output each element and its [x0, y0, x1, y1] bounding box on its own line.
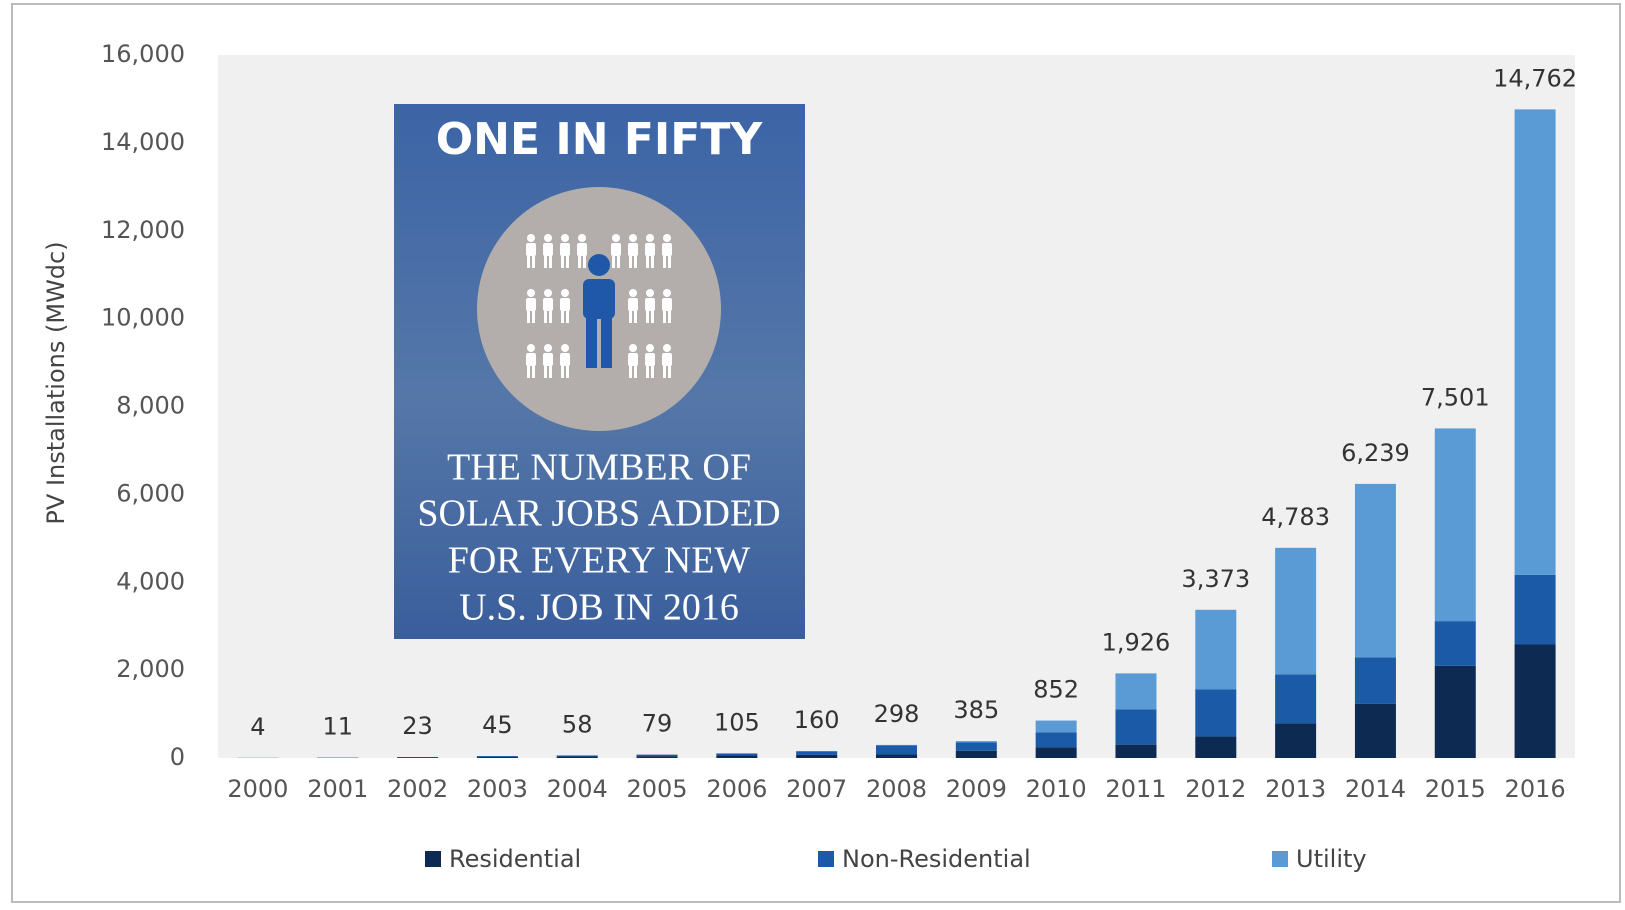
- y-tick-label: 8,000: [116, 392, 185, 420]
- total-label: 58: [562, 710, 593, 738]
- x-tick-label: 2009: [946, 775, 1007, 803]
- x-tick-label: 2007: [786, 775, 847, 803]
- bar-segment: [1515, 575, 1556, 645]
- total-label: 385: [953, 696, 999, 724]
- bar-segment: [477, 756, 518, 757]
- x-tick-label: 2015: [1425, 775, 1486, 803]
- total-label: 4: [250, 713, 265, 741]
- x-tick-label: 2001: [307, 775, 368, 803]
- bar-segment: [637, 756, 678, 758]
- bar-segment: [1435, 621, 1476, 666]
- total-label: 105: [714, 708, 760, 736]
- total-label: 852: [1033, 676, 1079, 704]
- infographic-line: U.S. JOB IN 2016: [459, 587, 739, 629]
- total-label: 79: [642, 710, 673, 738]
- bar-segment: [1036, 747, 1077, 758]
- bar-segment: [1515, 109, 1556, 574]
- bar-segment: [1115, 673, 1156, 709]
- bar-segment: [1275, 548, 1316, 674]
- x-tick-label: 2014: [1345, 775, 1406, 803]
- x-tick-label: 2000: [227, 775, 288, 803]
- bar-segment: [557, 756, 598, 758]
- total-label: 23: [402, 712, 433, 740]
- total-label: 6,239: [1341, 439, 1410, 467]
- legend-label: Non-Residential: [842, 845, 1031, 873]
- total-label: 298: [874, 700, 920, 728]
- x-tick-label: 2006: [706, 775, 767, 803]
- x-tick-label: 2010: [1026, 775, 1087, 803]
- bar-segment: [716, 754, 757, 756]
- x-tick-label: 2002: [387, 775, 448, 803]
- infographic-line: FOR EVERY NEW: [448, 540, 751, 582]
- bar-segment: [1355, 704, 1396, 758]
- legend-marker: [1272, 851, 1288, 867]
- bar-segment: [1036, 732, 1077, 747]
- total-label: 45: [482, 711, 513, 739]
- bar-segment: [1355, 657, 1396, 704]
- x-tick-label: 2003: [467, 775, 528, 803]
- infographic-line: SOLAR JOBS ADDED: [417, 493, 780, 535]
- total-label: 4,783: [1261, 503, 1330, 531]
- bar-segment: [876, 745, 917, 754]
- y-tick-label: 6,000: [116, 479, 185, 507]
- bar-segment: [1036, 721, 1077, 733]
- bar-segment: [1115, 745, 1156, 758]
- x-tick-label: 2011: [1105, 775, 1166, 803]
- y-tick-label: 2,000: [116, 655, 185, 683]
- bar-segment: [1355, 484, 1396, 658]
- bar-segment: [956, 742, 997, 750]
- x-tick-label: 2013: [1265, 775, 1326, 803]
- total-label: 14,762: [1493, 64, 1577, 92]
- x-tick-label: 2004: [547, 775, 608, 803]
- bar-segment: [1435, 666, 1476, 758]
- infographic: ONE IN FIFTY THE NUMBER OF SOLAR JOBS AD…: [394, 104, 805, 639]
- legend-marker: [818, 851, 834, 867]
- x-tick-label: 2005: [626, 775, 687, 803]
- legend-marker: [425, 851, 441, 867]
- total-label: 7,501: [1421, 383, 1490, 411]
- y-tick-label: 0: [170, 743, 185, 771]
- infographic-line: THE NUMBER OF: [447, 447, 751, 489]
- bar-segment: [1275, 723, 1316, 758]
- bar-segment: [1435, 428, 1476, 621]
- total-label: 1,926: [1102, 628, 1171, 656]
- bar-segment: [557, 755, 598, 756]
- y-axis-label: PV Installations (MWdc): [42, 241, 70, 524]
- x-tick-label: 2008: [866, 775, 927, 803]
- legend-label: Utility: [1296, 845, 1367, 873]
- bar-segment: [1275, 674, 1316, 723]
- bar-segment: [1515, 645, 1556, 758]
- y-tick-label: 16,000: [101, 40, 185, 68]
- bar-segment: [956, 751, 997, 758]
- bar-segment: [477, 757, 518, 758]
- bar-segment: [1195, 689, 1236, 736]
- bar-segment: [1195, 610, 1236, 690]
- y-tick-label: 14,000: [101, 128, 185, 156]
- x-tick-label: 2012: [1185, 775, 1246, 803]
- infographic-title: ONE IN FIFTY: [436, 114, 764, 165]
- bar-segment: [1195, 737, 1236, 758]
- total-label: 3,373: [1181, 565, 1250, 593]
- y-tick-label: 10,000: [101, 304, 185, 332]
- bar-segment: [1115, 709, 1156, 744]
- legend-label: Residential: [449, 845, 581, 873]
- total-label: 11: [322, 713, 353, 741]
- bar-segment: [637, 755, 678, 757]
- x-tick-label: 2016: [1505, 775, 1566, 803]
- bar-segment: [956, 741, 997, 742]
- bar-segment: [796, 751, 837, 755]
- total-label: 160: [794, 706, 840, 734]
- y-tick-label: 4,000: [116, 567, 185, 595]
- y-tick-label: 12,000: [101, 216, 185, 244]
- bar-segment: [796, 755, 837, 758]
- bar-segment: [876, 754, 917, 758]
- bar-segment: [716, 756, 757, 758]
